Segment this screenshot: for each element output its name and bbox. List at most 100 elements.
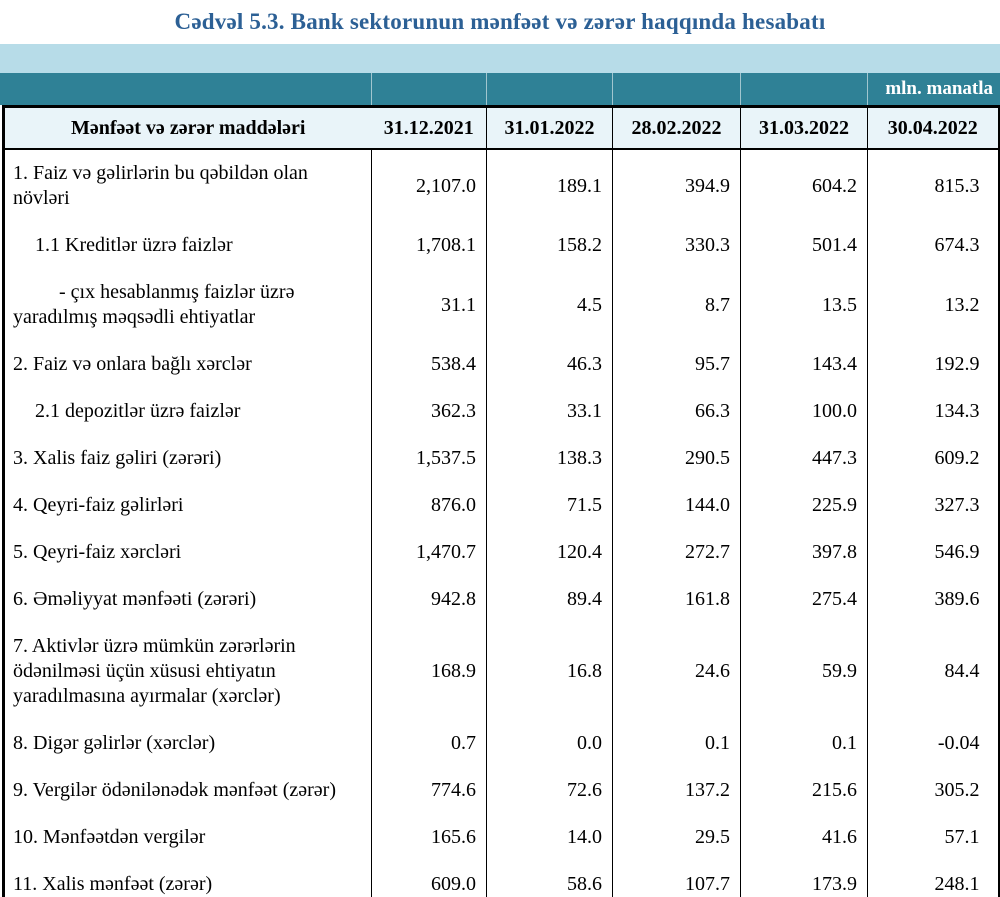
column-separator (867, 73, 868, 105)
cell-value: 942.8 (371, 576, 487, 623)
cell-value: 31.1 (371, 269, 487, 341)
cell-value: 4.5 (486, 269, 613, 341)
table-title: Cədvəl 5.3. Bank sektorunun mənfəət və z… (174, 9, 826, 34)
row-label: 3. Xalis faiz gəliri (zərəri) (13, 447, 222, 469)
cell-value: 33.1 (486, 388, 613, 435)
row-label-cell: 4. Qeyri-faiz gəlirləri (3, 482, 372, 529)
cell-value: 0.0 (486, 720, 613, 767)
cell-value: 13.2 (867, 269, 999, 341)
cell-value: 14.0 (486, 814, 613, 861)
table-row: 9. Vergilər ödənilənədək mənfəət (zərər)… (3, 767, 999, 814)
row-label-cell: 7. Aktivlər üzrə mümkün zərərlərin ödəni… (3, 623, 372, 720)
column-separator (740, 73, 741, 105)
cell-value: 1,537.5 (371, 435, 487, 482)
cell-value: 225.9 (740, 482, 868, 529)
profit-loss-table: Mənfəət və zərər maddələri 31.12.2021 31… (2, 105, 1000, 897)
table-row: 7. Aktivlər üzrə mümkün zərərlərin ödəni… (3, 623, 999, 720)
cell-value: 137.2 (612, 767, 741, 814)
cell-value: 397.8 (740, 529, 868, 576)
cell-value: 120.4 (486, 529, 613, 576)
cell-value: 13.5 (740, 269, 868, 341)
table-row: 8. Digər gəlirlər (xərclər) 0.7 0.0 0.1 0.1-… (3, 720, 999, 767)
cell-value: 134.3 (867, 388, 999, 435)
cell-value: 604.2 (740, 149, 868, 222)
row-label-cell: 6. Əməliyyat mənfəəti (zərəri) (3, 576, 372, 623)
cell-value: 158.2 (486, 222, 613, 269)
table-row: 5. Qeyri-faiz xərcləri 1,470.7 120.4 272.7 3… (3, 529, 999, 576)
cell-value: 57.1 (867, 814, 999, 861)
cell-value: 41.6 (740, 814, 868, 861)
cell-value: 58.6 (486, 861, 613, 897)
row-label-cell: 3. Xalis faiz gəliri (zərəri) (3, 435, 372, 482)
cell-value: 538.4 (371, 341, 487, 388)
row-label: 1.1 Kreditlər üzrə faizlər (35, 234, 233, 256)
table-row: 2. Faiz və onlara bağlı xərclər 538.4 46.3… (3, 341, 999, 388)
cell-value: 66.3 (612, 388, 741, 435)
cell-value: 275.4 (740, 576, 868, 623)
unit-band: mln. manatla (0, 73, 1000, 105)
cell-value: 72.6 (486, 767, 613, 814)
header-date-0: 31.12.2021 (371, 106, 487, 150)
column-separator (371, 73, 372, 105)
row-label: 9. Vergilər ödənilənədək mənfəət (zərər) (13, 779, 336, 801)
cell-value: 107.7 (612, 861, 741, 897)
column-separator (612, 73, 613, 105)
row-label: 2.1 depozitlər üzrə faizlər (35, 400, 241, 422)
cell-value: 46.3 (486, 341, 613, 388)
cell-value: 95.7 (612, 341, 741, 388)
cell-value: 546.9 (867, 529, 999, 576)
table-row: 10. Mənfəətdən vergilər 165.6 14.0 29.5 41.6… (3, 814, 999, 861)
cell-value: 89.4 (486, 576, 613, 623)
row-label-cell: 5. Qeyri-faiz xərcləri (3, 529, 372, 576)
header-row: Mənfəət və zərər maddələri 31.12.2021 31… (3, 106, 999, 150)
cell-value: 189.1 (486, 149, 613, 222)
row-label-cell: 10. Mənfəətdən vergilər (3, 814, 372, 861)
row-label-cell: 9. Vergilər ödənilənədək mənfəət (zərər) (3, 767, 372, 814)
table-body: 1. Faiz və gəlirlərin bu qəbildən olan n… (3, 149, 999, 897)
table-row: 3. Xalis faiz gəliri (zərəri) 1,537.5 138.… (3, 435, 999, 482)
cell-value: 330.3 (612, 222, 741, 269)
cell-value: 16.8 (486, 623, 613, 720)
cell-value: 143.4 (740, 341, 868, 388)
cell-value: 100.0 (740, 388, 868, 435)
row-label: 11. Xalis mənfəət (zərər) (13, 873, 213, 895)
cell-value: 305.2 (867, 767, 999, 814)
row-label: yaradılmış məqsədli ehtiyatlar (13, 306, 256, 328)
cell-value: 71.5 (486, 482, 613, 529)
cell-value: 248.1 (867, 861, 999, 897)
cell-value: 84.4 (867, 623, 999, 720)
cell-value: 0.1 (740, 720, 868, 767)
unit-label: mln. manatla (885, 78, 993, 99)
header-date-4: 30.04.2022 (867, 106, 999, 150)
column-separator (486, 73, 487, 105)
cell-value: 447.3 (740, 435, 868, 482)
cell-value: 609.0 (371, 861, 487, 897)
cell-value: 173.9 (740, 861, 868, 897)
header-date-1: 31.01.2022 (486, 106, 613, 150)
table-row: 6. Əməliyyat mənfəəti (zərəri) 942.8 89.4 1… (3, 576, 999, 623)
row-label-cell: 2. Faiz və onlara bağlı xərclər (3, 341, 372, 388)
cell-value: 215.6 (740, 767, 868, 814)
decorative-band-light (0, 44, 1000, 73)
row-label-cell: 2.1 depozitlər üzrə faizlər (3, 388, 372, 435)
cell-value: 290.5 (612, 435, 741, 482)
header-date-3: 31.03.2022 (740, 106, 868, 150)
table-row: 11. Xalis mənfəət (zərər) 609.0 58.6 107.7 1… (3, 861, 999, 897)
table-row: 4. Qeyri-faiz gəlirləri 876.0 71.5 144.0 225… (3, 482, 999, 529)
cell-value: 609.2 (867, 435, 999, 482)
cell-value: 165.6 (371, 814, 487, 861)
table-row: - çıx hesablanmış faizlər üzrə yaradılmış… (3, 269, 999, 341)
row-label: 7. Aktivlər üzrə mümkün zərərlərin ödəni… (13, 635, 296, 707)
cell-value: 24.6 (612, 623, 741, 720)
cell-value: 161.8 (612, 576, 741, 623)
cell-value: 0.1 (612, 720, 741, 767)
row-label-cell: 1.1 Kreditlər üzrə faizlər (3, 222, 372, 269)
header-items-column: Mənfəət və zərər maddələri (3, 106, 372, 150)
cell-value: 327.3 (867, 482, 999, 529)
row-label: 10. Mənfəətdən vergilər (13, 826, 206, 848)
cell-value: 389.6 (867, 576, 999, 623)
cell-value: 774.6 (371, 767, 487, 814)
cell-value: -0.04 (867, 720, 999, 767)
row-label: 6. Əməliyyat mənfəəti (zərəri) (13, 588, 257, 610)
